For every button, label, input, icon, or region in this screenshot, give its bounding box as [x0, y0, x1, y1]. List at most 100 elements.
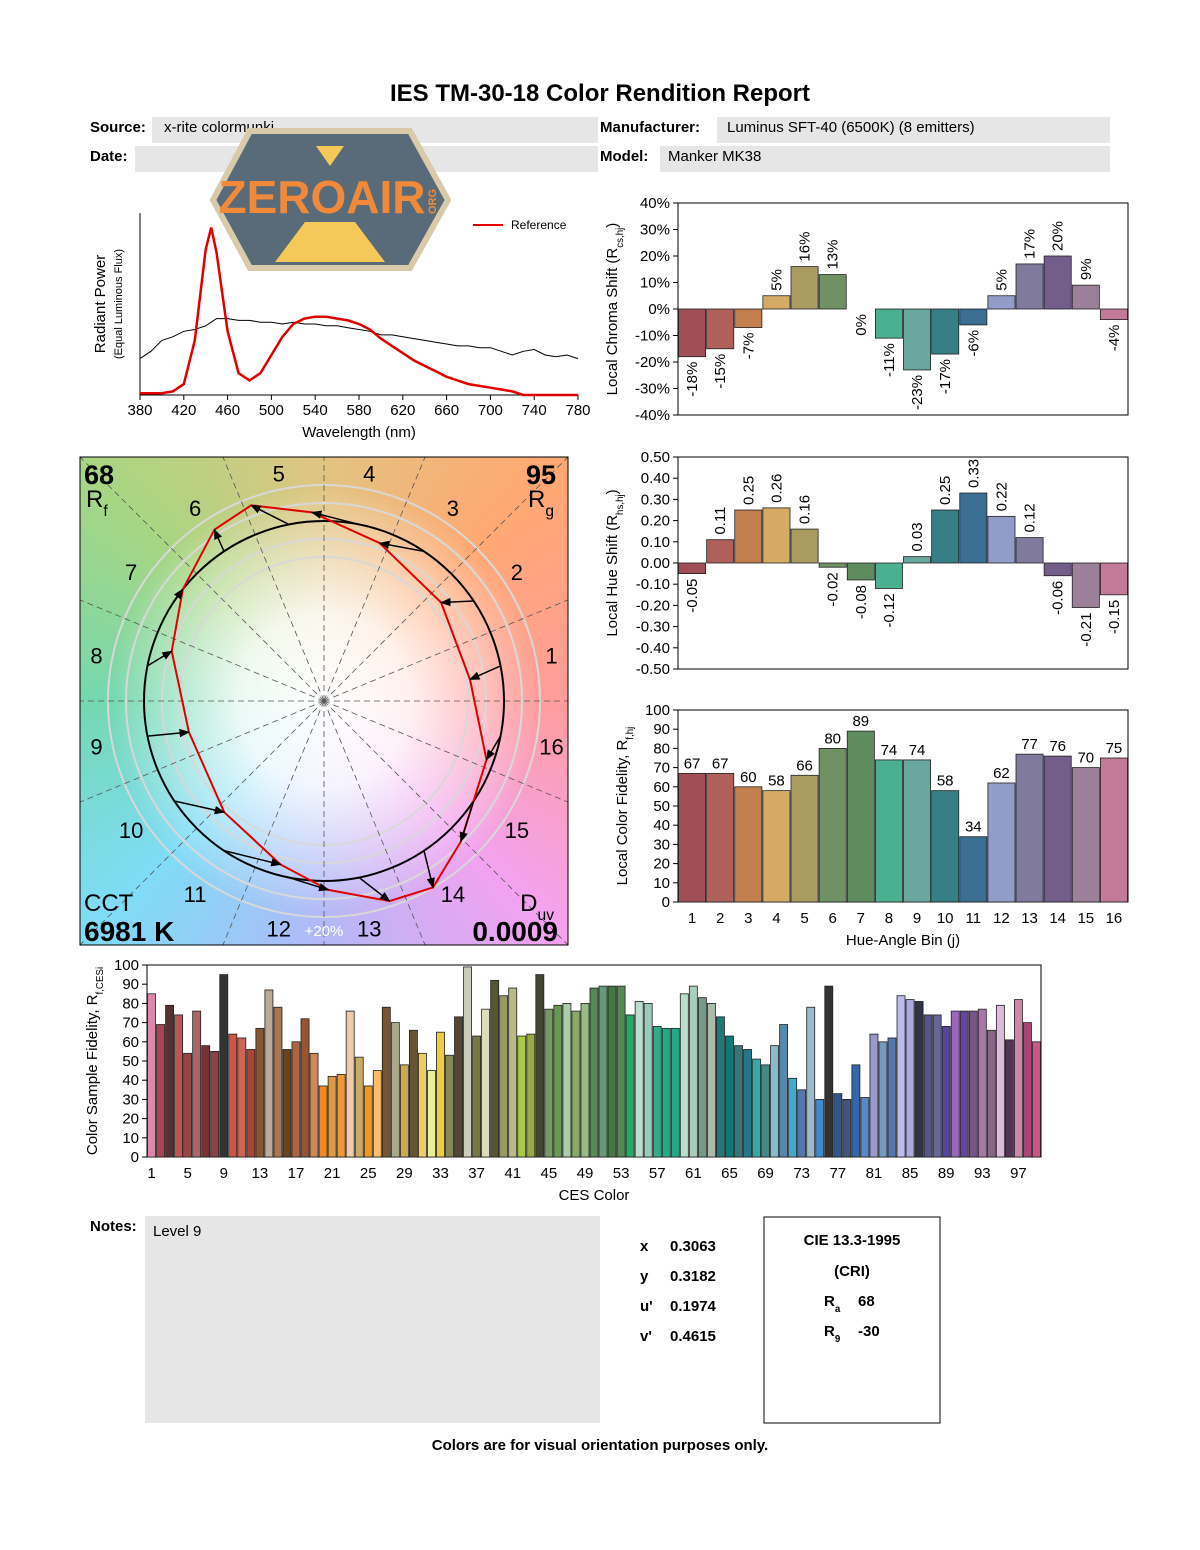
shift-arrow [173, 588, 184, 602]
bar [580, 1003, 590, 1158]
x-tick-label: 740 [522, 402, 547, 419]
bin-label: 9 [90, 734, 102, 759]
field-value: x-rite colormunki [164, 119, 274, 136]
bar [165, 1004, 174, 1158]
bar [931, 509, 960, 564]
y-tick-label: 20% [640, 248, 670, 265]
x-tick-label: 7 [857, 910, 865, 927]
bin-label: 7 [125, 560, 137, 585]
bar [725, 1035, 734, 1158]
title: IES TM-30-18 Color Rendition Report [390, 80, 810, 107]
subscript: f,CESi [95, 967, 106, 995]
data-label: 74 [909, 742, 926, 759]
bar [842, 1099, 852, 1158]
y-tick-label: 0.40 [641, 470, 670, 487]
bar [418, 1052, 427, 1158]
bar [237, 1037, 247, 1158]
data-label: 75 [1106, 740, 1123, 757]
bar [445, 1054, 454, 1158]
bar [1099, 308, 1128, 321]
y-tick-label: 60 [122, 1034, 139, 1051]
bar [535, 974, 545, 1158]
y-tick-label: 80 [122, 995, 139, 1012]
bar [327, 1075, 337, 1158]
data-label: 0.03 [909, 522, 926, 551]
bar [625, 1014, 635, 1158]
rf-value: 68 [84, 460, 114, 490]
data-label: 58 [768, 773, 785, 790]
bar [941, 1026, 951, 1158]
x-tick-label: 89 [938, 1165, 955, 1182]
data-label: -17% [937, 359, 954, 394]
x-tick-label: 11 [966, 910, 982, 927]
field-value: Luminus SFT-40 (6500K) (8 emitters) [727, 119, 975, 136]
bar [995, 1004, 1005, 1158]
x-tick-label: 1 [147, 1165, 155, 1182]
bin-label: 15 [505, 818, 529, 843]
bar [846, 730, 875, 903]
y-tick-label: 0.30 [641, 491, 670, 508]
data-label: 17% [1022, 229, 1039, 259]
y-tick-label: 0.10 [641, 534, 670, 551]
y-tick-label: 70 [122, 1015, 139, 1032]
text-part: Local Hue Shift (R [604, 515, 621, 637]
subscript: cs,hj [615, 228, 626, 248]
bin-divider [80, 457, 325, 702]
bar [634, 1001, 644, 1158]
x-tick-label: 580 [346, 402, 371, 419]
rf-label: Rf [86, 486, 108, 520]
data-label: 9% [1078, 258, 1095, 280]
field-label: Model: [600, 148, 648, 165]
x-tick-label: 9 [220, 1165, 228, 1182]
duv-value: 0.0009 [472, 916, 558, 947]
data-label: 5% [768, 269, 785, 291]
subscript: uv [538, 907, 555, 924]
bin-label: 5 [273, 461, 285, 486]
x-tick-label: 5 [183, 1165, 191, 1182]
shift-arrow [440, 597, 474, 607]
chromaticity-value: 0.3063 [670, 1238, 716, 1255]
vector-frame [79, 456, 569, 946]
data-label: 0.26 [768, 474, 785, 503]
bar [932, 1014, 942, 1158]
bar [363, 1085, 373, 1158]
y-tick-label: 90 [122, 976, 139, 993]
data-label: 0.25 [740, 476, 757, 505]
data-label: -11% [881, 343, 898, 377]
data-label: -7% [740, 333, 757, 360]
bar [950, 1010, 960, 1158]
bin-divider [323, 700, 426, 945]
field-label: Source: [90, 119, 146, 136]
bar [931, 308, 960, 355]
data-label: -0.15 [1106, 600, 1123, 634]
x-tick-label: 620 [390, 402, 415, 419]
bar [1015, 263, 1044, 310]
x-tick-label: 460 [215, 402, 240, 419]
shift-arrow [378, 540, 425, 553]
bar [734, 786, 763, 903]
y-tick-label: -0.20 [636, 597, 670, 614]
bar [463, 966, 472, 1158]
bar [959, 492, 988, 564]
shift-arrow [288, 876, 330, 892]
bar [553, 1004, 563, 1158]
bar [770, 1045, 780, 1158]
bar [399, 1064, 409, 1158]
y-axis-label: Radiant Power [92, 255, 109, 353]
bar [818, 748, 847, 903]
data-label: 67 [684, 755, 701, 772]
data-label: 74 [881, 742, 898, 759]
bar [427, 1070, 436, 1158]
bar [499, 995, 509, 1158]
bar [987, 515, 1016, 564]
y-tick-label: 40% [640, 195, 670, 212]
x-tick-label: 540 [303, 402, 328, 419]
data-label: -4% [1106, 325, 1123, 352]
shift-arrow [485, 735, 502, 761]
y-axis-sublabel: (Equal Luminous Flux) [113, 249, 125, 359]
grid-circle [125, 502, 523, 900]
bar [818, 562, 847, 568]
shift-arrow [459, 800, 475, 843]
field-box [660, 146, 1110, 172]
reference-circle [143, 520, 505, 882]
